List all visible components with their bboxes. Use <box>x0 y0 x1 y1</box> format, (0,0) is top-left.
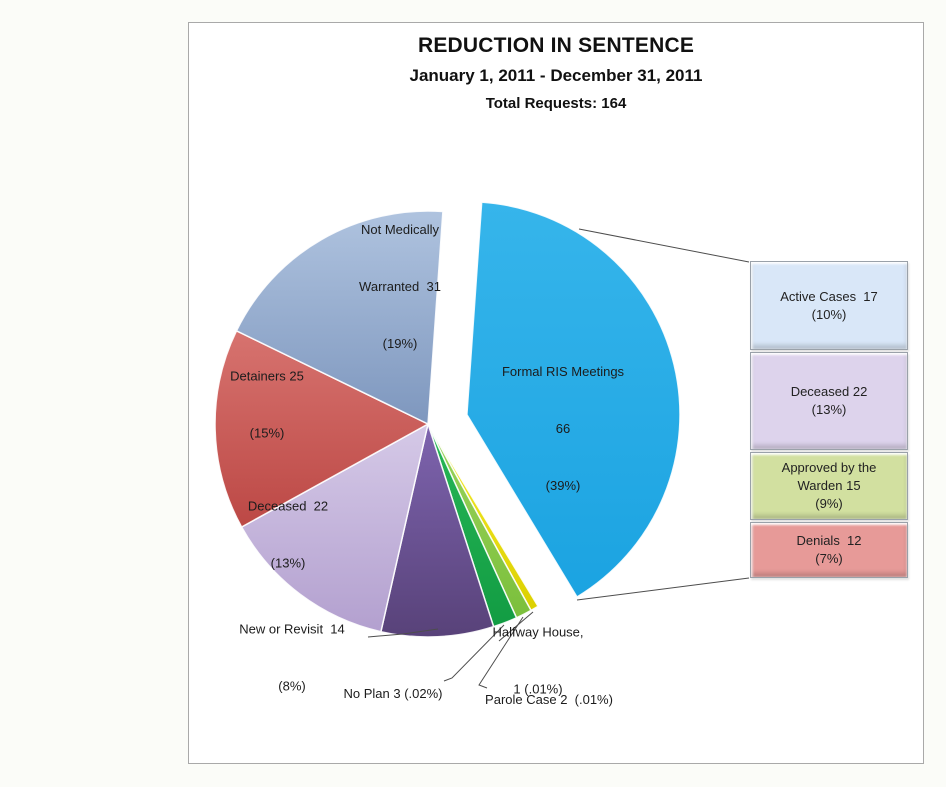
slice-label-detainers: Detainers 25 (15%) <box>230 329 304 462</box>
pie-slice-formal-ris-meetings <box>466 201 681 598</box>
slice-label-line: 1 (.01%) <box>513 681 563 697</box>
chart-subtitle: January 1, 2011 - December 31, 2011 <box>409 66 703 85</box>
slice-label-line: Detainers 25 <box>230 368 304 384</box>
slice-label-parole-case: Parole Case 2 (.01%) <box>485 652 613 728</box>
slice-label-deceased: Deceased 22 (13%) <box>248 459 328 592</box>
pie-slice-detainers <box>214 330 429 528</box>
breakdown-row-percent: (13%) <box>811 402 847 417</box>
pie-slice-new-or-revisit <box>380 423 495 638</box>
breakdown-row-approved-by-warden: Approved by the Warden 15 (9%) <box>750 452 908 520</box>
slice-label-line: Deceased 22 <box>247 498 329 514</box>
breakdown-row-deceased: Deceased 22 (13%) <box>750 352 908 450</box>
leader-line-new-or-revisit <box>367 628 439 638</box>
slice-label-line: Not Medically <box>360 222 440 237</box>
pie-slice-not-medically-warranted <box>235 210 444 425</box>
breakdown-row-label: Warden 15 <box>797 478 861 493</box>
slice-label-line: (13%) <box>270 555 306 571</box>
breakdown-row-label: Denials 12 <box>796 533 862 548</box>
slice-label-not-medically-warranted: Not Medically Warranted 31 (19%) <box>359 182 441 372</box>
breakdown-row-percent: (10%) <box>811 306 847 322</box>
slice-label-line: (8%) <box>278 678 306 694</box>
slice-label-formal-ris-meetings: Formal RIS Meetings 66 (39%) <box>502 324 624 514</box>
chart-title: REDUCTION IN SENTENCE <box>417 34 695 57</box>
slice-label-line: 66 <box>555 421 571 436</box>
leader-line-no-plan <box>443 624 505 682</box>
pie-slice-deceased <box>240 423 429 633</box>
leader-line-parole-case <box>478 616 524 689</box>
slice-label-line: (19%) <box>382 336 418 351</box>
leader-line-halfway-house <box>498 611 534 642</box>
breakdown-row-label: Approved by the <box>781 460 877 475</box>
callout-line-bottom <box>576 577 750 601</box>
breakdown-row-percent: (9%) <box>815 496 843 511</box>
slice-label-line: Formal RIS Meetings <box>501 364 625 379</box>
slice-label-halfway-house: Halfway House, 1 (.01%) <box>492 585 583 718</box>
breakdown-row-percent: (7%) <box>815 551 843 566</box>
slice-label-line: (15%) <box>249 425 285 441</box>
breakdown-row-active-cases: Active Cases 17 (10%) <box>750 261 908 350</box>
callout-line-top <box>578 228 750 263</box>
slice-label-line: Warranted 31 <box>359 279 441 294</box>
slice-label-line: No Plan 3 (.02%) <box>343 686 443 701</box>
breakdown-row-denials: Denials 12 (7%) <box>750 522 908 578</box>
slice-label-line: Parole Case 2 (.01%) <box>485 692 613 707</box>
chart-total-requests: Total Requests: 164 <box>485 95 627 112</box>
slice-label-line: New or Revisit 14 <box>239 621 345 637</box>
breakdown-row-label: Active Cases 17 <box>780 288 878 304</box>
pie-slices <box>214 201 681 638</box>
slice-label-line: (39%) <box>545 478 581 493</box>
slice-label-new-or-revisit: New or Revisit 14 (8%) <box>239 582 344 715</box>
slice-label-no-plan: No Plan 3 (.02%) <box>344 646 443 722</box>
breakdown-row-label: Deceased 22 <box>790 384 868 399</box>
slice-label-line: Halfway House, <box>492 624 584 640</box>
leader-lines <box>367 228 750 689</box>
